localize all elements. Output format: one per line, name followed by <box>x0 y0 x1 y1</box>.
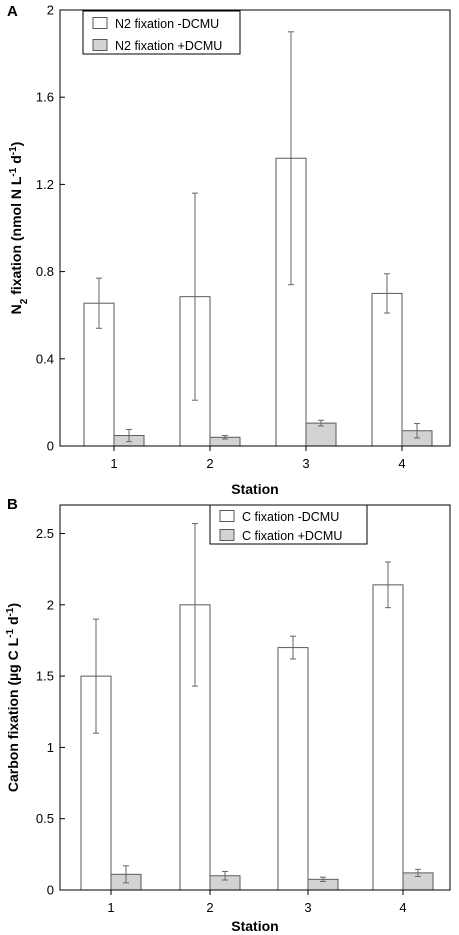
bar-minus-dcmu-station-4 <box>372 584 404 891</box>
y-axis-title-part: ) <box>8 142 24 147</box>
y-axis-title-part: ) <box>5 603 21 608</box>
y-tick-label: 0 <box>47 883 54 898</box>
y-tick-label: 1.2 <box>36 177 54 192</box>
legend-box <box>82 10 241 55</box>
y-tick-label: 1.5 <box>36 669 54 684</box>
y-axis-title-part: Carbon fixation (µg C L <box>5 637 21 792</box>
y-tick-label: 0 <box>47 439 54 454</box>
y-axis-title-part: d <box>5 616 21 628</box>
y-axis-title: N2 fixation (nmol N L-1 d-1) <box>8 142 30 315</box>
y-axis-title: Carbon fixation (µg C L-1 d-1) <box>5 603 22 792</box>
x-tick-label: 3 <box>304 900 311 915</box>
y-tick-label: 0.4 <box>36 351 54 366</box>
legend-swatch-plus-dcmu <box>92 39 108 51</box>
y-axis-title-part: d <box>8 155 24 167</box>
y-axis-title-part: -1 <box>5 607 16 616</box>
y-tick-label: 2 <box>47 597 54 612</box>
bar-minus-dcmu-station-4 <box>371 292 403 447</box>
x-axis-title: Station <box>231 481 278 497</box>
y-axis-title-part: fixation (nmol N L <box>8 176 24 299</box>
legend-swatch-minus-dcmu <box>92 17 108 29</box>
legend-label-plus-dcmu: N2 fixation +DCMU <box>115 39 222 53</box>
x-tick-label: 2 <box>206 456 213 471</box>
x-tick-label: 3 <box>302 456 309 471</box>
legend-swatch-plus-dcmu <box>219 529 235 541</box>
x-tick-label: 1 <box>110 456 117 471</box>
y-tick-label: 2 <box>47 3 54 18</box>
y-axis-title-part: -1 <box>8 146 19 155</box>
y-axis-title-part: 2 <box>19 298 30 304</box>
x-tick-label: 2 <box>206 900 213 915</box>
y-tick-label: 1 <box>47 740 54 755</box>
panel-label: A <box>7 3 18 20</box>
chart-panel-b: B 0 0.5 1 1.5 2 2.5 1 2 3 4 Station Carbon fixation … <box>5 496 451 934</box>
y-tick-label: 1.6 <box>36 90 54 105</box>
y-tick-label: 2.5 <box>36 526 54 541</box>
bar-plus-dcmu-station-3 <box>305 422 337 447</box>
legend-label-minus-dcmu: N2 fixation -DCMU <box>115 17 219 31</box>
x-tick-label: 4 <box>399 900 406 915</box>
panel-label: B <box>7 496 18 513</box>
x-tick-label: 4 <box>398 456 405 471</box>
y-axis-title-part: N <box>8 304 24 314</box>
bar-minus-dcmu-station-3 <box>277 647 309 891</box>
plot-frame <box>59 9 451 447</box>
y-axis-title-part: -1 <box>8 167 19 176</box>
y-tick-label: 0.5 <box>36 811 54 826</box>
y-axis-title-part: -1 <box>5 628 16 637</box>
legend-label-minus-dcmu: C fixation -DCMU <box>242 510 339 524</box>
legend-swatch-minus-dcmu <box>219 510 235 522</box>
x-axis-title: Station <box>231 918 278 934</box>
legend-label-plus-dcmu: C fixation +DCMU <box>242 529 342 543</box>
x-tick-label: 1 <box>107 900 114 915</box>
legend-box <box>209 504 368 545</box>
y-tick-label: 0.8 <box>36 264 54 279</box>
